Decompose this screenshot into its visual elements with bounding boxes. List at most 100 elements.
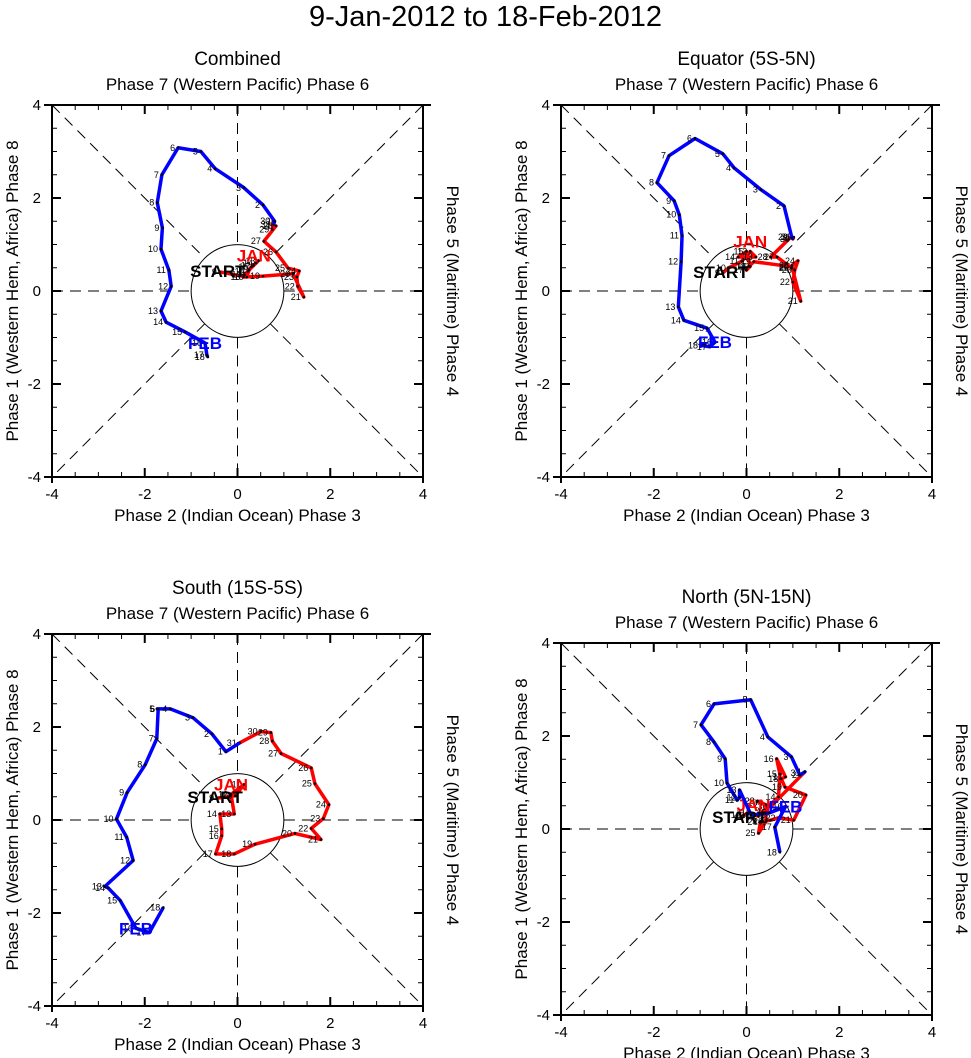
day-label: 6	[170, 143, 175, 153]
guide-line	[51, 104, 206, 259]
data-point	[203, 341, 207, 345]
day-label: 5	[149, 704, 154, 714]
day-label: 1	[218, 747, 223, 757]
guide-line	[778, 323, 933, 478]
day-label: 9	[666, 196, 671, 206]
unit-circle	[190, 773, 285, 867]
guide-line	[778, 861, 933, 1016]
day-label: 17	[136, 928, 146, 938]
day-label: 17	[697, 342, 707, 352]
day-label: 9	[154, 223, 159, 233]
data-point	[699, 344, 703, 347]
x-axis-label: Phase 2 (Indian Ocean) Phase 3	[623, 1044, 870, 1058]
day-label: 10	[148, 244, 158, 254]
day-label: 16	[192, 338, 202, 348]
data-point	[218, 270, 222, 274]
guide-line	[560, 861, 715, 1016]
day-label: 12	[158, 281, 168, 291]
data-point	[156, 707, 160, 711]
data-point	[790, 236, 794, 240]
day-label: 10	[666, 210, 676, 220]
y-tick-label: 0	[542, 283, 550, 300]
day-label: 14	[95, 883, 105, 893]
day-label: 9	[715, 268, 720, 278]
panel-title: Combined	[194, 49, 281, 70]
data-point	[242, 275, 245, 279]
data-point	[160, 173, 164, 177]
data-point	[655, 181, 659, 184]
month-label-feb: FEB	[119, 919, 153, 938]
data-point	[732, 166, 736, 170]
y-tick-label: 2	[33, 719, 41, 736]
data-point	[155, 201, 159, 204]
day-label: 25	[746, 828, 756, 838]
day-label: 11	[670, 231, 679, 241]
x-tick-label: 2	[835, 486, 843, 503]
data-point	[220, 834, 224, 838]
panel-4: North (5N-15N) Phase 7 (Western Pacific) …	[512, 587, 971, 1058]
day-label: 12	[740, 810, 750, 820]
day-label: 12	[218, 789, 228, 799]
data-point	[769, 805, 772, 808]
data-point	[232, 852, 236, 856]
data-point	[775, 757, 778, 761]
data-point	[274, 224, 278, 228]
day-label: 6	[706, 699, 711, 709]
month-label-jan: JAN	[733, 232, 767, 251]
data-point	[778, 850, 782, 854]
day-label: 29	[259, 225, 269, 235]
data-point	[252, 264, 256, 267]
day-label: 4	[207, 164, 212, 174]
data-point	[279, 752, 283, 755]
day-label: 5	[193, 147, 198, 157]
guide-line	[269, 852, 424, 1007]
day-label: 14	[671, 315, 681, 325]
x-tick-label: 2	[835, 1024, 843, 1041]
y-tick-label: 2	[542, 190, 550, 207]
day-label: 24	[286, 266, 296, 276]
day-label: 24	[747, 817, 757, 827]
data-point	[245, 275, 249, 279]
day-label: 31	[791, 768, 801, 778]
data-point	[253, 842, 257, 846]
data-point	[791, 280, 795, 284]
day-label: 17	[194, 350, 204, 360]
data-point	[759, 801, 762, 805]
data-point	[740, 259, 744, 263]
day-label: 22	[285, 281, 295, 291]
x-axis-label: Phase 2 (Indian Ocean) Phase 3	[623, 506, 870, 525]
y-tick-label: -4	[28, 998, 41, 1015]
day-label: 1	[797, 767, 802, 777]
day-label: 1	[267, 216, 272, 226]
data-point	[677, 305, 680, 309]
data-point	[218, 812, 222, 816]
day-label: 17	[733, 265, 743, 275]
day-label: 6	[150, 704, 155, 714]
day-label: 10	[716, 263, 726, 273]
day-label: 2	[792, 770, 797, 780]
day-label: 16	[737, 261, 747, 271]
data-point	[210, 732, 214, 736]
day-label: 22	[765, 813, 775, 823]
data-point	[759, 820, 762, 824]
data-point	[297, 269, 301, 273]
day-label: 24	[316, 800, 326, 810]
day-label: 22	[780, 277, 790, 287]
data-point	[220, 827, 224, 831]
day-label: 30	[758, 802, 768, 812]
day-label: 18	[736, 261, 746, 271]
day-label: 9	[119, 788, 124, 798]
day-label: 29	[747, 798, 757, 808]
day-label: 8	[137, 760, 142, 770]
day-label: 23	[310, 814, 320, 824]
data-point	[727, 266, 731, 270]
data-point	[748, 250, 752, 253]
data-point	[169, 285, 173, 288]
day-label: 23	[782, 265, 792, 275]
data-point	[799, 299, 803, 303]
day-label: 31	[261, 220, 271, 230]
day-label: 30	[260, 216, 270, 226]
data-point	[693, 137, 697, 140]
data-point	[769, 818, 772, 822]
day-label: 8	[706, 737, 711, 747]
